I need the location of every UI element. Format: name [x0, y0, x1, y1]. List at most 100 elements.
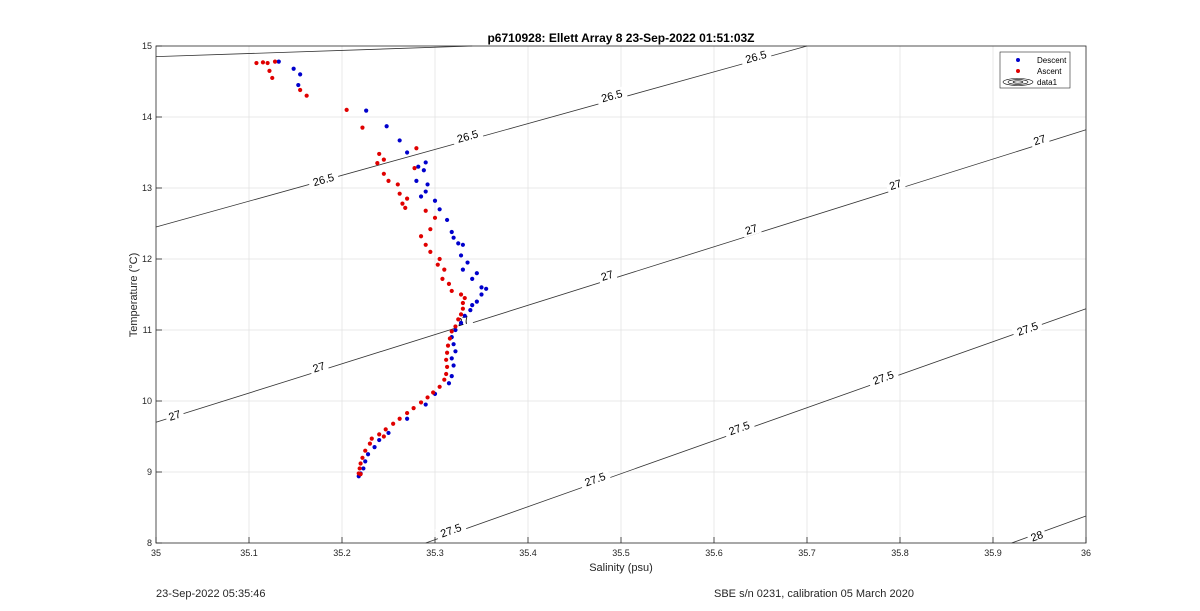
ascent-series [254, 59, 467, 477]
descent-point [444, 217, 450, 223]
contour-label-group: 27 [164, 406, 185, 424]
contour-label-bg [1026, 527, 1048, 545]
contour-label-group: 27 [596, 266, 618, 284]
ascent-point [298, 87, 303, 93]
ascent-point [265, 60, 270, 66]
descent-point [405, 416, 410, 421]
contour-label-bg [452, 312, 474, 330]
ascent-point [363, 448, 368, 453]
legend: Descent Ascent data1 [999, 51, 1071, 89]
descent-point [365, 452, 371, 457]
x-tick-label: 35.2 [333, 548, 351, 558]
ascent-point [444, 371, 449, 377]
descent-point [456, 241, 461, 246]
descent-point [397, 138, 402, 143]
chart-title: p6710928: Ellett Array 8 23-Sep-2022 01:… [487, 31, 754, 45]
contour-label: 26.5 [600, 88, 624, 105]
contour-line [155, 129, 1087, 423]
legend-ascent-label: Ascent [1037, 67, 1062, 76]
ascent-point [462, 295, 467, 301]
descent-point [423, 402, 428, 407]
ascent-point [423, 208, 428, 213]
contour-label: 27 [888, 178, 903, 193]
ascent-point [344, 107, 349, 112]
ascent-point [383, 427, 388, 432]
ascent-point [453, 324, 458, 329]
legend-descent-marker [1016, 58, 1020, 62]
ascent-point [449, 329, 454, 334]
ascent-point [397, 191, 402, 196]
contour-label: 26.5 [312, 172, 336, 189]
ascent-point [423, 242, 428, 247]
ascent-point [418, 400, 424, 405]
contour-label-group: 26.5 [451, 126, 484, 146]
descent-point [384, 124, 389, 129]
ascent-point [460, 300, 465, 306]
contour-label-group: 26.5 [739, 46, 772, 67]
descent-point [451, 363, 456, 368]
contour-label-bg [164, 406, 185, 424]
contour-line [425, 308, 1087, 544]
x-tick-label: 35.1 [240, 548, 258, 558]
x-tick-label: 35.8 [891, 548, 909, 558]
density-contours: 26.526.526.526.52727272727272727.527.527… [155, 45, 1087, 545]
y-tick-label: 14 [142, 112, 152, 122]
contour-line [155, 45, 473, 58]
contour-label: 28 [1029, 529, 1045, 544]
ascent-point [267, 68, 272, 73]
y-axis-ticks: 8 9 10 11 12 13 14 15 [142, 41, 162, 548]
ascent-point [270, 75, 275, 81]
ascent-point [458, 312, 464, 317]
descent-point [451, 342, 456, 347]
contour-label: 27 [600, 269, 615, 284]
y-tick-label: 12 [142, 254, 152, 264]
y-tick-label: 13 [142, 183, 152, 193]
ascent-point [444, 357, 449, 362]
ascent-point [360, 125, 365, 130]
descent-point [296, 82, 301, 88]
contour-line [1011, 515, 1087, 544]
ascent-point [446, 281, 452, 286]
ascent-point [357, 466, 362, 471]
descent-point [437, 207, 442, 212]
contour-label: 26.5 [456, 128, 480, 145]
y-tick-label: 15 [142, 41, 152, 51]
descent-point [484, 286, 489, 291]
descent-point [423, 189, 428, 194]
ascent-point [377, 432, 382, 437]
descent-point [460, 242, 465, 247]
descent-point [421, 168, 426, 173]
contour-label-bg [596, 266, 618, 284]
descent-point [276, 59, 281, 64]
contour-label-bg [884, 176, 906, 193]
y-tick-label: 8 [147, 538, 152, 548]
descent-point [470, 276, 475, 281]
ascent-point [377, 151, 382, 157]
ascent-point [444, 350, 450, 355]
contour-label-bg [1029, 131, 1050, 149]
descent-point [465, 260, 470, 265]
contour-label-bg [1011, 317, 1044, 340]
descent-point [418, 194, 424, 199]
legend-box [999, 51, 1071, 89]
descent-point [449, 356, 454, 361]
contour-label-group: 27 [884, 176, 906, 193]
ascent-point [428, 227, 433, 232]
descent-point [470, 303, 475, 308]
ascent-point [405, 196, 410, 201]
descent-point [474, 299, 479, 304]
contour-label-bg [451, 126, 484, 146]
legend-descent-label: Descent [1037, 56, 1067, 65]
contour-label: 27 [744, 223, 759, 238]
descent-point [474, 271, 479, 276]
ascent-point [369, 436, 374, 441]
ascent-point [437, 384, 442, 389]
descent-point [298, 72, 303, 77]
contour-label: 27 [311, 360, 326, 375]
descent-point [468, 308, 473, 313]
ascent-point [418, 234, 424, 239]
descent-point [449, 374, 454, 379]
contour-label: 26.5 [744, 49, 768, 66]
x-tick-label: 35 [151, 548, 161, 558]
x-axis-label: Salinity (psu) [589, 562, 653, 574]
